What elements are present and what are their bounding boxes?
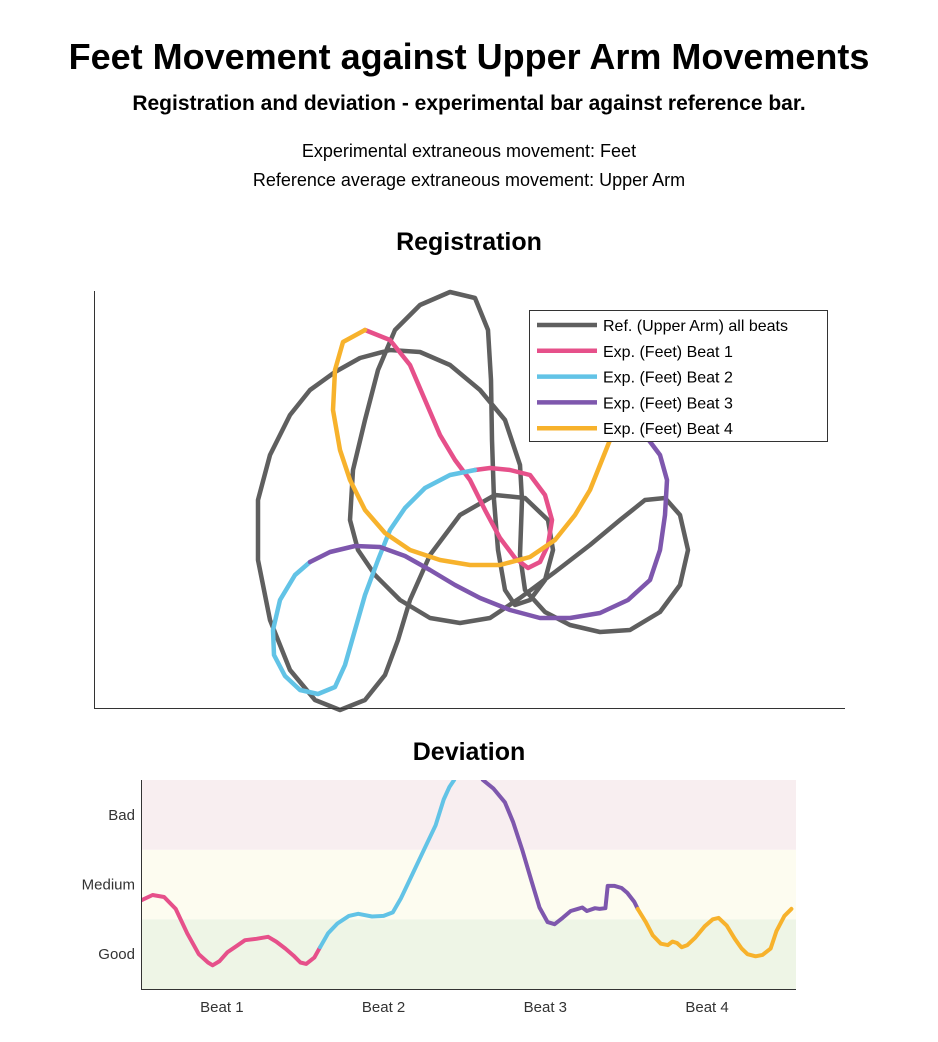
registration-line-ref-upper-arm-all-beats	[255, 289, 691, 713]
y-tick-bad: Bad	[108, 807, 135, 824]
band-good	[141, 919, 796, 989]
deviation-bands	[141, 780, 796, 989]
reference-info: Reference average extraneous movement: U…	[252, 170, 686, 190]
deviation-line-exp-feet-beat-4	[635, 906, 794, 959]
y-tick-good: Good	[98, 946, 135, 963]
registration-line-exp-feet-beat-2	[270, 467, 478, 697]
registration-legend: Ref. (Upper Arm) all beats Exp. (Feet) Be…	[529, 310, 828, 442]
deviation-line-exp-feet-beat-1	[141, 893, 323, 968]
x-tick-beat-3: Beat 3	[524, 999, 567, 1016]
band-bad	[141, 780, 796, 850]
page-title: Feet Movement against Upper Arm Movement…	[68, 36, 870, 77]
legend-label-exp-feet-beat-3: Exp. (Feet) Beat 3	[603, 395, 733, 412]
deviation-line-exp-feet-beat-3	[480, 780, 640, 927]
deviation-plot-area	[141, 780, 794, 968]
x-tick-beat-1: Beat 1	[200, 999, 243, 1016]
registration-title: Registration	[396, 228, 542, 256]
page-subtitle: Registration and deviation - experimenta…	[132, 92, 806, 115]
x-tick-beat-4: Beat 4	[685, 999, 728, 1016]
registration-line-exp-feet-beat-3	[307, 424, 670, 621]
deviation-line-exp-feet-beat-2	[318, 780, 457, 950]
registration-plot-area	[255, 289, 691, 713]
legend-label-ref-upper-arm-all-beats: Ref. (Upper Arm) all beats	[603, 318, 788, 335]
deviation-title: Deviation	[413, 738, 526, 766]
legend-label-exp-feet-beat-2: Exp. (Feet) Beat 2	[603, 370, 733, 387]
legend-label-exp-feet-beat-4: Exp. (Feet) Beat 4	[603, 421, 733, 438]
x-tick-beat-2: Beat 2	[362, 999, 405, 1016]
registration-line-exp-feet-beat-4	[330, 327, 628, 568]
experimental-info: Experimental extraneous movement: Feet	[301, 141, 637, 161]
y-tick-medium: Medium	[82, 877, 135, 894]
band-medium	[141, 849, 796, 920]
registration-line-exp-feet-beat-1	[362, 327, 555, 571]
legend-label-exp-feet-beat-1: Exp. (Feet) Beat 1	[603, 344, 733, 361]
